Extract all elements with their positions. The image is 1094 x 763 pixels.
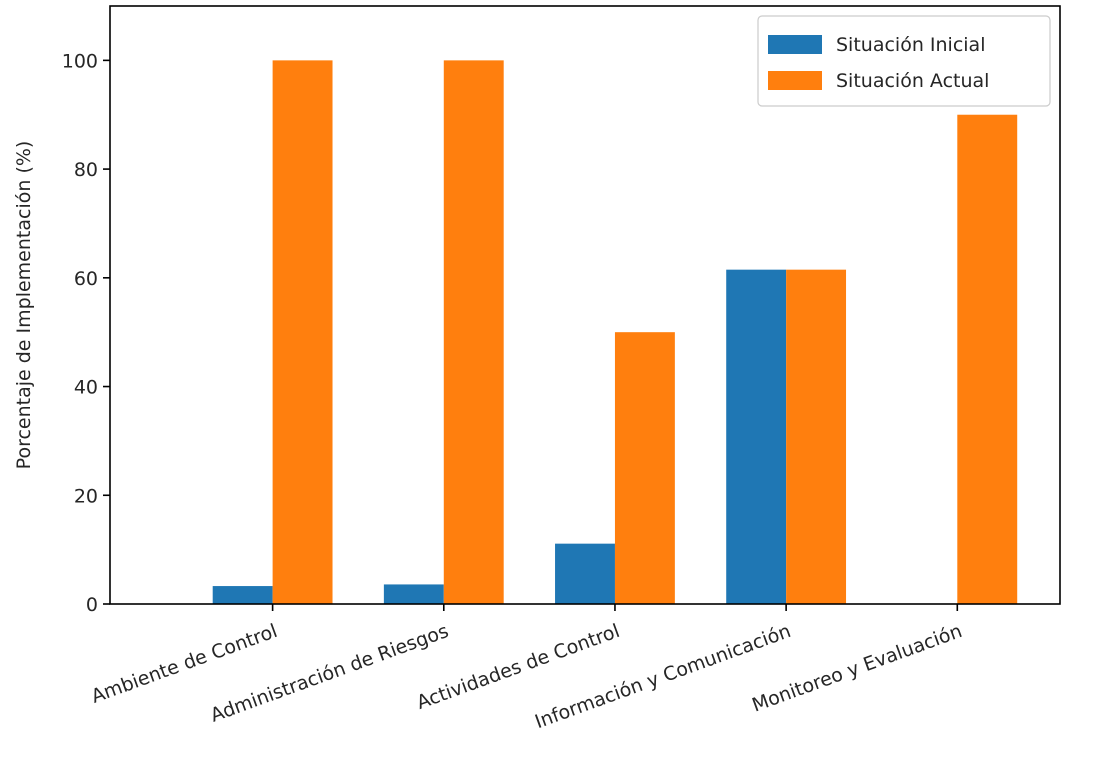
y-ticks: 0 20 40 60 80 100 [62,50,110,616]
y-tick-label-2: 40 [74,377,98,399]
bar-actual-3 [786,269,847,604]
legend-swatch-0 [768,35,822,54]
y-tick-label-3: 60 [74,268,98,290]
y-tick-label-0: 0 [86,594,98,616]
legend-label-1: Situación Actual [836,70,989,92]
y-tick-label-1: 20 [74,485,98,507]
bar-inicial-0 [212,586,273,604]
legend-frame [757,15,1051,107]
bars-layer [212,60,1018,605]
y-tick-label-5: 100 [62,50,98,72]
bar-actual-1 [443,60,504,604]
y-axis-label: Porcentaje de Implementación (%) [13,141,35,470]
axes-layer [109,5,1061,605]
bar-inicial-3 [726,269,787,604]
bar-actual-0 [272,60,333,604]
legend-label-0: Situación Inicial [836,34,985,56]
bar-actual-4 [957,114,1018,605]
legend-swatch-1 [768,71,822,90]
bar-inicial-2 [555,543,615,604]
y-tick-label-4: 80 [74,159,98,181]
bar-actual-2 [614,332,675,604]
plot-frame [109,5,1061,605]
legend: Situación Inicial Situación Actual [757,15,1051,107]
bar-inicial-1 [383,584,444,604]
